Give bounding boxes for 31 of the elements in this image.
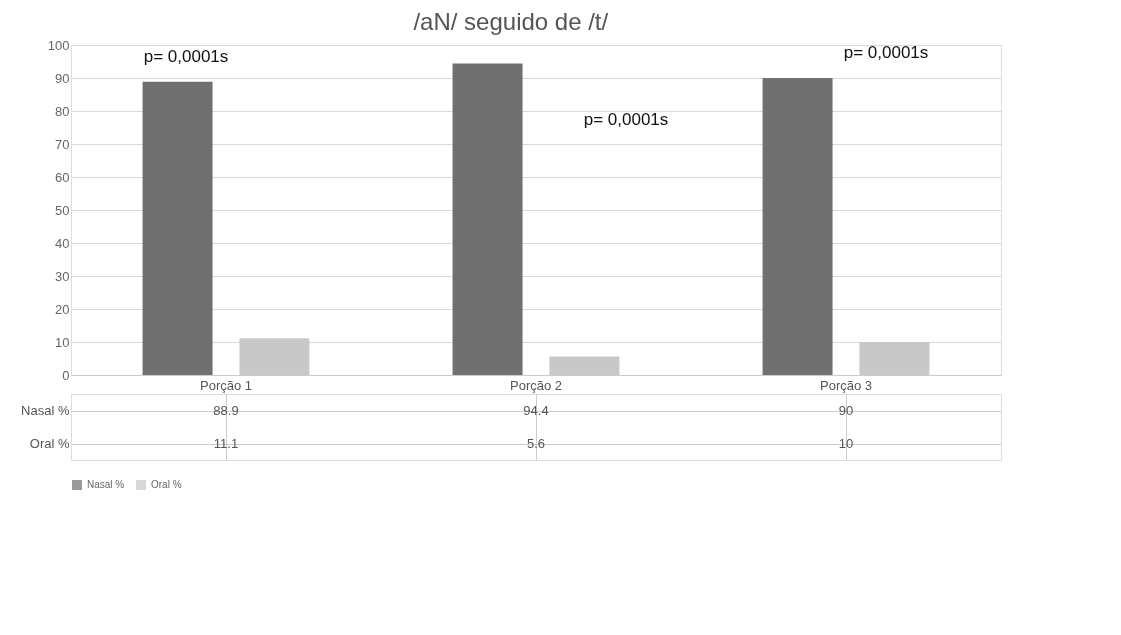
x-tick-label: Porção 3 — [819, 377, 873, 393]
y-tick-label: 40 — [55, 235, 70, 251]
y-tick-label: 30 — [55, 268, 70, 284]
legend-label: Oral % — [151, 479, 182, 490]
bar — [142, 81, 213, 375]
y-tick-label: 50 — [55, 202, 70, 218]
data-label: 11.1 — [213, 435, 239, 451]
y-tick-label: 20 — [55, 301, 70, 317]
legend-label: Nasal % — [87, 479, 125, 490]
chart-title: /aN/ seguido de /t/ — [413, 7, 609, 35]
data-label: 10 — [838, 435, 854, 451]
x-tick-label: Porção 1 — [199, 377, 253, 393]
y-tick-label: 0 — [62, 367, 70, 383]
annotation: p= 0,0001s — [583, 110, 669, 129]
data-label: 94.4 — [523, 402, 549, 418]
y-tick-label: 10 — [55, 334, 70, 350]
annotation: p= 0,0001s — [143, 47, 229, 66]
bar — [762, 78, 833, 375]
bar — [452, 63, 523, 375]
y-tick-label: 60 — [55, 169, 70, 185]
text: Oral % — [29, 436, 70, 451]
y-tick-label: 70 — [55, 136, 70, 152]
text: Nasal % — [21, 403, 70, 418]
y-tick-label: 80 — [55, 103, 70, 119]
x-tick-label: Porção 2 — [509, 377, 563, 393]
annotation: p= 0,0001s — [843, 43, 929, 62]
data-label: 88.9 — [213, 402, 239, 418]
data-label: 90 — [838, 402, 854, 418]
y-tick-label: 100 — [47, 37, 70, 53]
y-tick-label: 90 — [55, 70, 70, 86]
data-label: 5.6 — [526, 435, 546, 451]
